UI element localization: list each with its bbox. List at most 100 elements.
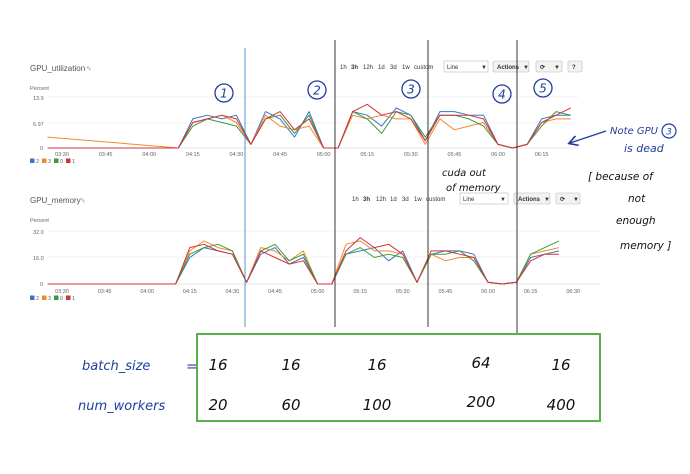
- table-cell: 64: [471, 354, 490, 372]
- reason-note-line: not: [628, 193, 646, 205]
- range-custom[interactable]: custom: [414, 65, 433, 71]
- x-tick-label: 05:30: [396, 289, 410, 295]
- legend-swatch[interactable]: [66, 295, 71, 301]
- chart-type-select[interactable]: [443, 60, 489, 73]
- range-3h[interactable]: 3h: [363, 197, 370, 203]
- edit-pencil-icon[interactable]: ✎: [80, 198, 86, 205]
- range-3d[interactable]: 3d: [402, 197, 409, 203]
- x-tick-label: 04:45: [268, 289, 282, 295]
- x-tick-label: 05:00: [317, 152, 331, 158]
- range-1d[interactable]: 1d: [378, 65, 385, 71]
- legend-swatch[interactable]: [66, 158, 71, 164]
- series-line-2: [47, 247, 560, 285]
- help-icon: ?: [572, 65, 576, 71]
- refresh-button[interactable]: [535, 60, 563, 73]
- table-box: [196, 333, 601, 422]
- y-tick-label: 0: [40, 282, 43, 288]
- x-tick-label: 04:45: [273, 152, 287, 158]
- legend-swatch[interactable]: [30, 158, 35, 164]
- x-tick-label: 06:15: [535, 152, 549, 158]
- phase-label: 3: [407, 83, 415, 97]
- x-tick-label: 03:30: [55, 152, 69, 158]
- x-tick-label: 03:45: [99, 152, 113, 158]
- range-1h[interactable]: 1h: [352, 197, 359, 203]
- reason-note-line: enough: [616, 215, 656, 227]
- x-tick-label: 04:15: [186, 152, 200, 158]
- series-line-3: [47, 240, 560, 285]
- table-cell: 100: [363, 396, 392, 414]
- legend-swatch[interactable]: [42, 158, 47, 164]
- legend-swatch[interactable]: [54, 158, 59, 164]
- x-tick-label: 04:30: [226, 289, 240, 295]
- legend-label: 1: [72, 159, 75, 165]
- range-1w[interactable]: 1w: [414, 197, 422, 203]
- table-cell: 20: [208, 396, 227, 414]
- chart-title: GPU_utilization: [30, 64, 85, 73]
- legend-swatch[interactable]: [30, 295, 35, 301]
- series-line-2: [47, 107, 571, 149]
- x-tick-labels: 03:30 03:45 04:00 04:15 04:30 04:45 05:00 05:15…: [55, 152, 548, 158]
- x-tick-label: 05:15: [353, 289, 367, 295]
- series-line-0: [47, 240, 560, 285]
- range-1d[interactable]: 1d: [390, 197, 397, 203]
- x-tick-label: 03:30: [55, 289, 69, 295]
- chart-type-select[interactable]: [459, 192, 509, 205]
- legend-swatch[interactable]: [42, 295, 47, 301]
- phase-label: 5: [539, 82, 547, 96]
- table-cell: 60: [281, 396, 300, 414]
- chart-type-select-value: Line: [447, 65, 459, 71]
- x-tick-label: 06:30: [566, 289, 580, 295]
- chart-type-select-value: Line: [463, 197, 475, 203]
- actions-button[interactable]: [492, 60, 530, 73]
- gpu-utilization-chart: GPU_utilization ✎ Percent 13.9 6.97 0 1h…: [30, 60, 583, 165]
- range-12h[interactable]: 12h: [376, 197, 386, 203]
- table-cell: 200: [467, 393, 496, 411]
- actions-button-label: Actions: [497, 65, 520, 71]
- oom-note: cuda out of memory: [442, 168, 502, 194]
- phase-markers: 1 2 3 4 5: [214, 78, 553, 104]
- legend: 2 3 0 1: [30, 158, 75, 165]
- time-range-selector: 1h 3h 12h 1d 3d 1w custom: [340, 65, 433, 71]
- legend-swatch[interactable]: [54, 295, 59, 301]
- select-arrow-icon: ▼: [481, 65, 487, 71]
- phase-label: 2: [313, 84, 321, 98]
- range-12h[interactable]: 12h: [363, 65, 373, 71]
- y-tick-label: 16.0: [33, 256, 44, 262]
- x-tick-label: 04:15: [183, 289, 197, 295]
- y-tick-label: 0: [40, 146, 43, 152]
- oom-note-line: cuda out: [442, 168, 487, 179]
- gpu-dead-note: Note GPU 3 is dead: [570, 123, 677, 155]
- actions-button-label: Actions: [518, 197, 541, 203]
- chart-title: GPU_memory: [30, 196, 81, 205]
- y-tick-label: 13.9: [33, 96, 44, 102]
- range-3h[interactable]: 3h: [351, 65, 358, 71]
- range-3d[interactable]: 3d: [390, 65, 397, 71]
- y-tick-label: 32.0: [33, 230, 44, 236]
- series-lines: [47, 103, 571, 149]
- refresh-button[interactable]: [555, 192, 581, 205]
- y-axis-label: Percent: [30, 86, 49, 92]
- series-line-1: [47, 103, 571, 149]
- phase-circle: [492, 84, 512, 104]
- range-1w[interactable]: 1w: [402, 65, 410, 71]
- gpu-memory-chart: GPU_memory ✎ Percent 32.0 16.0 0 1h 3h 1…: [30, 192, 600, 302]
- range-1h[interactable]: 1h: [340, 65, 347, 71]
- x-tick-label: 04:00: [142, 152, 156, 158]
- actions-button[interactable]: [513, 192, 551, 205]
- edit-pencil-icon[interactable]: ✎: [86, 66, 92, 73]
- legend-label: 2: [36, 159, 39, 165]
- phase-circle: [533, 78, 553, 98]
- x-tick-label: 05:45: [448, 152, 462, 158]
- caret-down-icon: ▼: [523, 65, 529, 71]
- range-custom[interactable]: custom: [426, 197, 445, 203]
- refresh-icon: ⟳: [540, 64, 546, 71]
- table-cell: 16: [551, 356, 570, 374]
- caret-down-icon: ▼: [573, 197, 579, 203]
- time-range-selector: 1h 3h 12h 1d 3d 1w custom: [352, 197, 445, 203]
- y-tick-label: 6.97: [33, 122, 44, 128]
- caret-down-icon: ▼: [554, 65, 560, 71]
- gpu-note-line: Note GPU: [610, 126, 659, 137]
- help-button[interactable]: [567, 60, 583, 73]
